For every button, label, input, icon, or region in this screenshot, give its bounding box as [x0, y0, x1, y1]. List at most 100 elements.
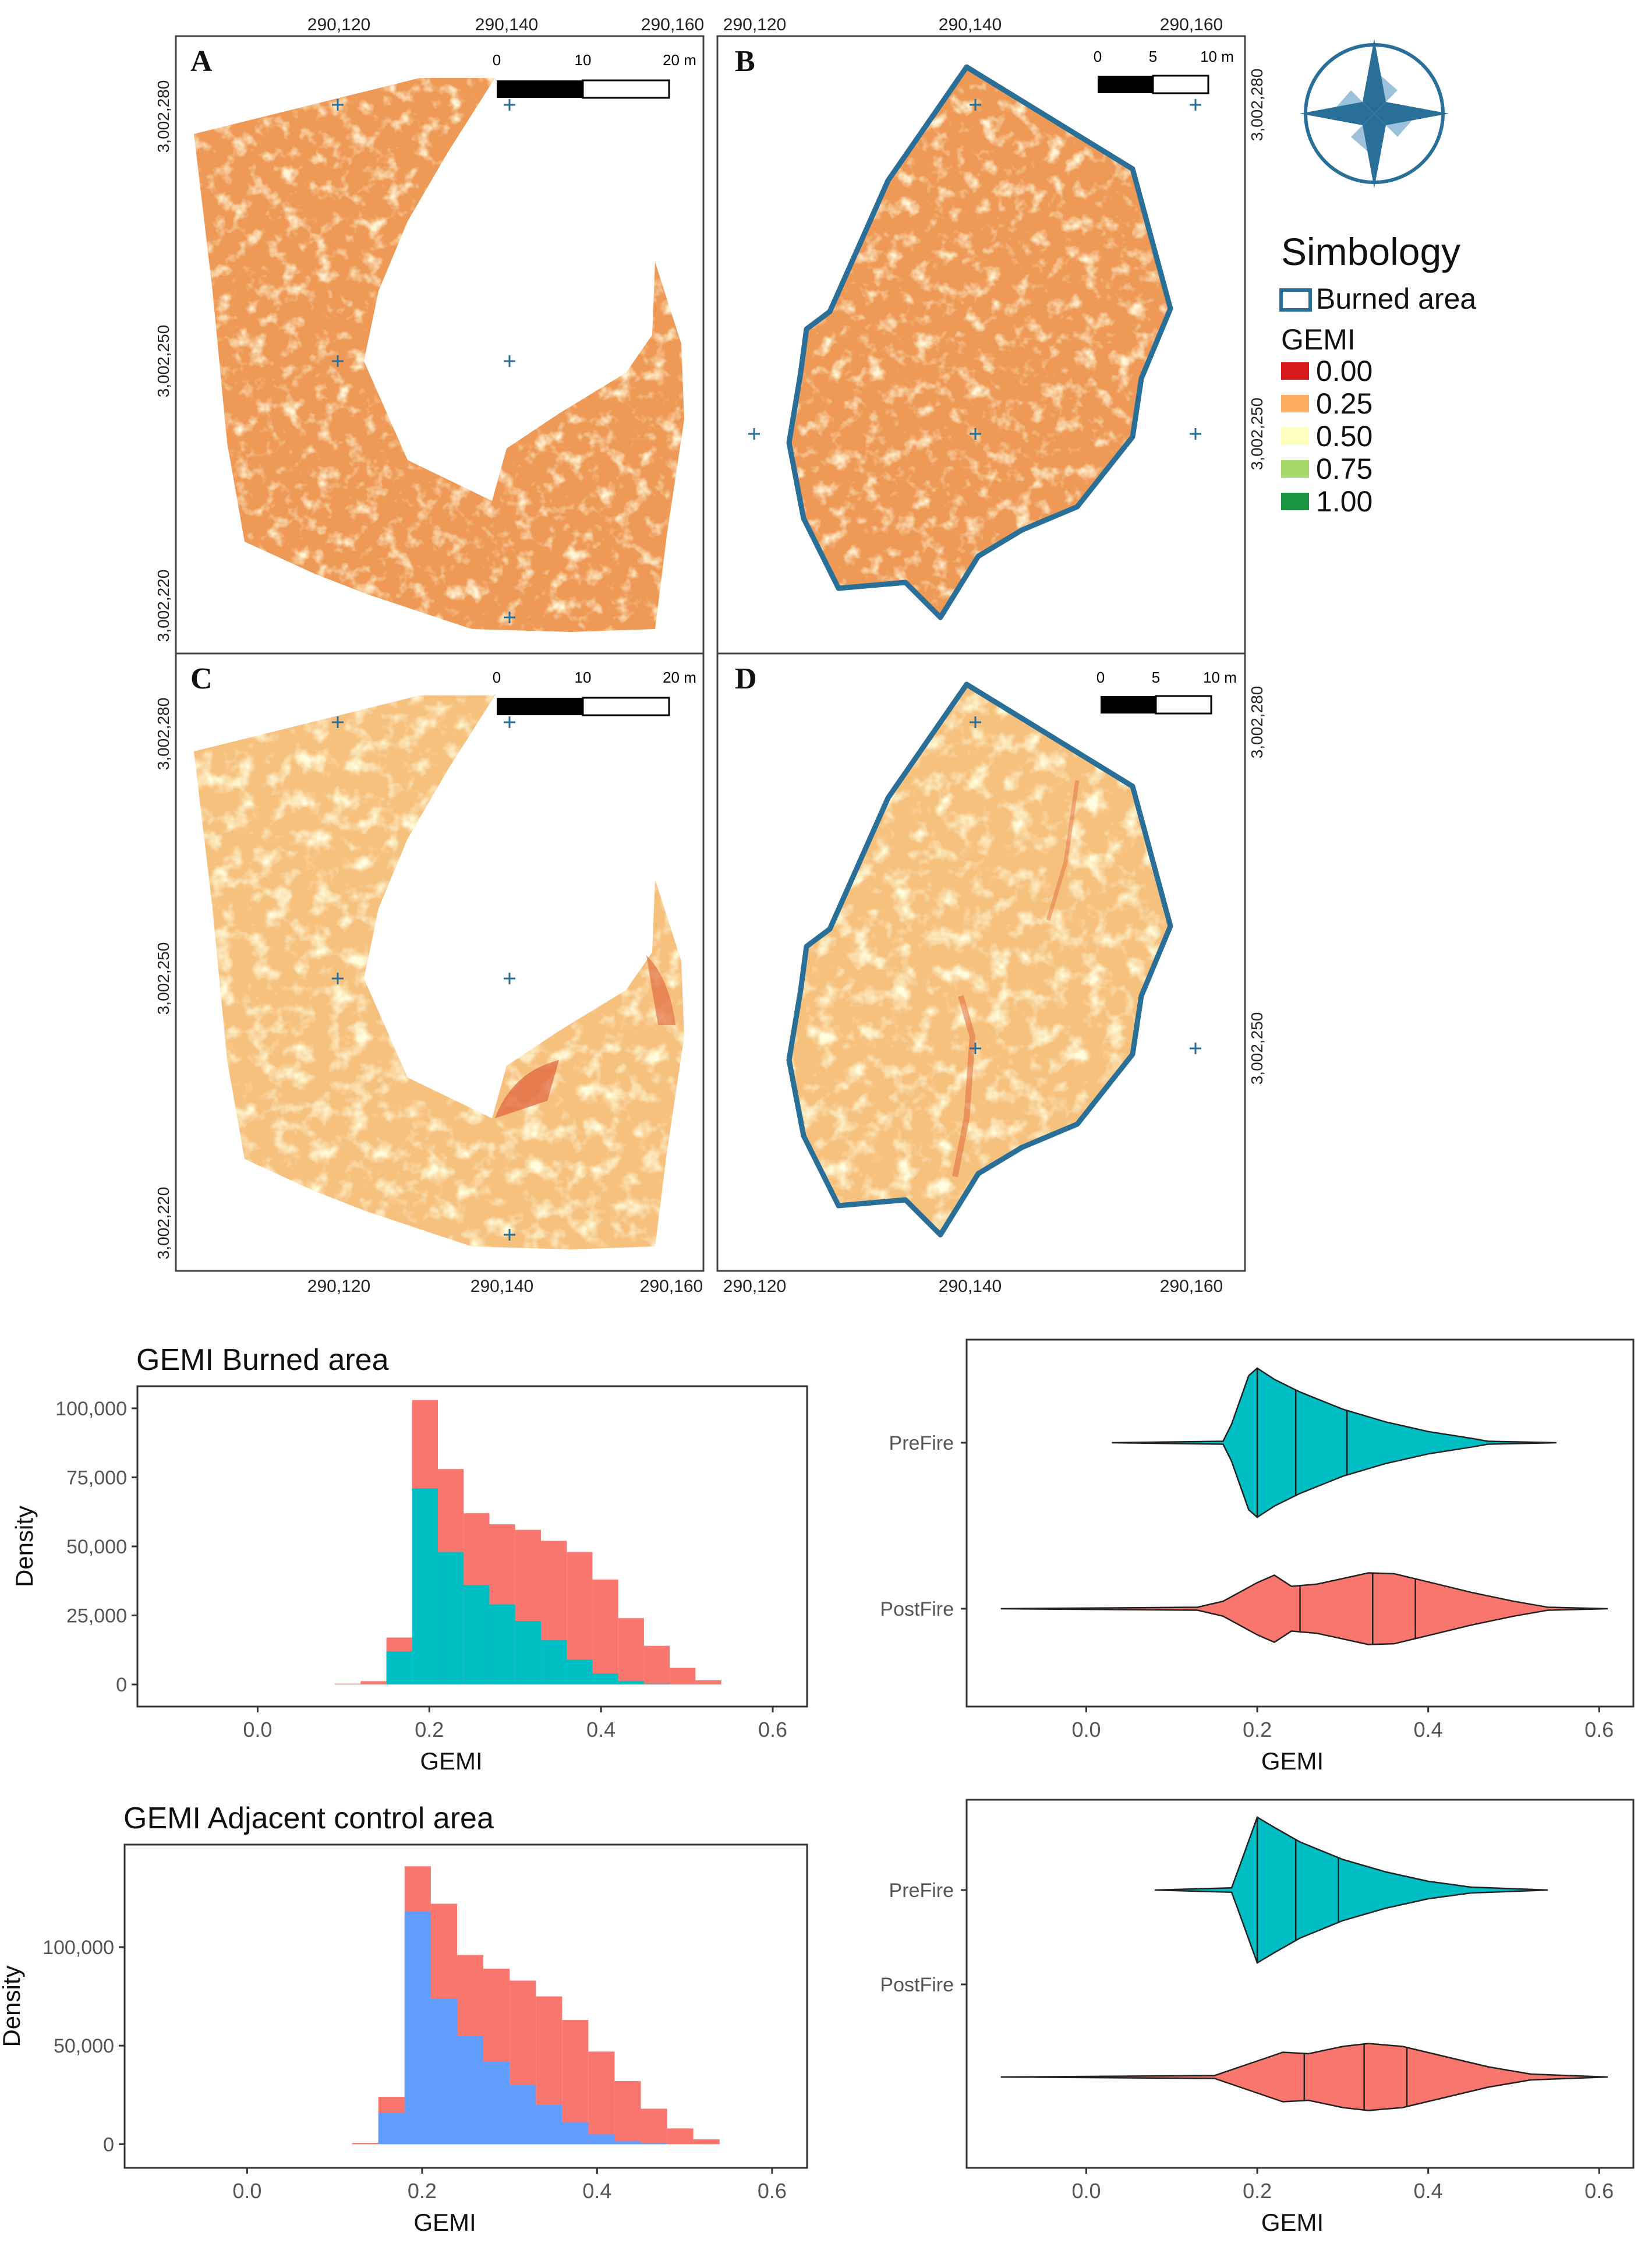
bar-prefire-5 — [464, 1585, 490, 1685]
bar-prefire-6 — [510, 2085, 536, 2145]
svg-text:3,002,250: 3,002,250 — [154, 942, 172, 1015]
svg-text:3,002,280: 3,002,280 — [1248, 69, 1266, 142]
bar-postfire-12 — [667, 2128, 694, 2145]
svg-text:5: 5 — [1152, 669, 1160, 686]
x-tick-label: 0.2 — [1243, 2179, 1272, 2203]
svg-text:290,140: 290,140 — [475, 15, 538, 34]
gemi-label-2: 0.50 — [1316, 420, 1372, 453]
bar-postfire-10 — [614, 2081, 641, 2145]
category-label-postfire: PostFire — [880, 1974, 954, 1996]
chart-title: GEMI Burned area — [136, 1343, 389, 1377]
x-tick-label: 0.6 — [758, 2179, 787, 2203]
gemi-swatch-3 — [1281, 460, 1309, 478]
bar-prefire-8 — [540, 1640, 567, 1685]
gemi-swatch-0 — [1281, 362, 1309, 380]
gemi-label-3: 0.75 — [1316, 453, 1372, 485]
bar-prefire-9 — [588, 2134, 615, 2145]
burned-area-outline-d — [786, 681, 1173, 1238]
y-tick-label: 100,000 — [43, 1937, 114, 1959]
svg-text:3,002,220: 3,002,220 — [154, 570, 172, 642]
svg-text:10 m: 10 m — [1203, 669, 1237, 686]
top-x-ticks: 290,120 290,140 290,160 290,120 290,140 … — [307, 15, 1223, 34]
gemi-label-0: 0.00 — [1316, 355, 1372, 387]
y-tick-label: 25,000 — [66, 1605, 127, 1627]
bar-prefire-3 — [412, 1488, 438, 1685]
bar-prefire-10 — [592, 1673, 618, 1685]
panel-label-a: A — [190, 45, 213, 78]
x-tick-label: 0.0 — [243, 1718, 272, 1742]
x-tick-label: 0.4 — [1414, 1718, 1443, 1742]
y-tick-label: 0 — [103, 2134, 114, 2156]
x-axis-label: GEMI — [1261, 2209, 1324, 2236]
bar-prefire-11 — [618, 1681, 644, 1685]
svg-text:290,120: 290,120 — [307, 15, 370, 34]
violin-1: PreFire PostFire 0.0 0.2 0.4 0.6 GEMI — [880, 1338, 1635, 1775]
svg-text:290,140: 290,140 — [939, 1277, 1002, 1296]
y-axis-label: Density — [0, 1965, 25, 2047]
x-axis-label: GEMI — [413, 2209, 476, 2236]
burned-area-label: Burned area — [1316, 282, 1476, 315]
svg-text:3,002,250: 3,002,250 — [154, 325, 172, 398]
svg-text:10: 10 — [575, 51, 592, 69]
bar-postfire-12 — [643, 1645, 670, 1685]
category-label-prefire: PreFire — [889, 1432, 954, 1454]
y-tick-label: 75,000 — [66, 1467, 127, 1489]
panel-frame-d — [716, 652, 1246, 1272]
gemi-swatches: 0.000.250.500.751.00 — [1281, 355, 1372, 518]
y-tick-label: 0 — [116, 1674, 127, 1696]
svg-text:0: 0 — [493, 51, 501, 69]
violin-postfire — [1000, 1572, 1608, 1645]
scale-bar-c: 0 10 20 m — [493, 669, 696, 716]
gemi-label-4: 1.00 — [1316, 485, 1372, 518]
svg-text:3,002,250: 3,002,250 — [1248, 398, 1266, 471]
x-tick-label: 0.6 — [1584, 2179, 1614, 2203]
bar-postfire-10 — [592, 1579, 618, 1685]
bar-postfire-0 — [352, 2143, 378, 2145]
category-label-prefire: PreFire — [889, 1880, 954, 1902]
svg-text:3,002,220: 3,002,220 — [154, 1187, 172, 1260]
map-d-raster — [786, 681, 1173, 1238]
bar-prefire-7 — [515, 1621, 541, 1685]
chart-title: GEMI Adjacent control area — [123, 1802, 494, 1835]
bar-prefire-4 — [438, 1552, 464, 1685]
svg-text:290,120: 290,120 — [307, 1277, 370, 1296]
x-tick-label: 0.4 — [586, 1718, 615, 1742]
bar-prefire-3 — [430, 1998, 457, 2145]
bar-prefire-5 — [483, 2061, 510, 2145]
svg-text:3,002,280: 3,002,280 — [154, 80, 172, 153]
y-axis-label: Density — [10, 1506, 38, 1587]
svg-text:20 m: 20 m — [663, 669, 696, 686]
legend: Simbology Burned area GEMI 0.000.250.500… — [1279, 230, 1476, 518]
svg-text:0: 0 — [1094, 48, 1102, 65]
compass-rose-icon — [1300, 39, 1449, 188]
bar-prefire-2 — [386, 1651, 412, 1685]
svg-text:290,120: 290,120 — [723, 1277, 786, 1296]
bar-prefire-6 — [489, 1604, 515, 1685]
scale-bar-b: 0 5 10 m — [1094, 48, 1234, 94]
scale-bar-a: 0 10 20 m — [493, 51, 696, 99]
y-ticks-right: 3,002,280 3,002,250 3,002,280 3,002,250 — [1248, 69, 1266, 1085]
bar-prefire-9 — [567, 1659, 593, 1685]
x-tick-label: 0.4 — [1414, 2179, 1443, 2203]
bar-postfire-1 — [360, 1681, 387, 1685]
scale-bar-d: 0 5 10 m — [1096, 669, 1237, 715]
panel-label-b: B — [735, 45, 755, 78]
violin-prefire — [1154, 1816, 1548, 1964]
svg-text:3,002,280: 3,002,280 — [1248, 686, 1266, 759]
x-axis-label: GEMI — [420, 1747, 482, 1775]
bar-postfire-11 — [641, 2108, 667, 2145]
x-tick-label: 0.4 — [582, 2179, 611, 2203]
x-axis-label: GEMI — [1261, 1747, 1324, 1775]
gemi-legend-title: GEMI — [1281, 323, 1356, 356]
histogram-0: GEMI Burned area 0.0 0.2 0.4 0.6 0 25,000 50,00… — [10, 1343, 808, 1775]
x-tick-label: 0.6 — [1584, 1718, 1614, 1742]
bar-prefire-11 — [641, 2143, 667, 2145]
map-a-raster — [194, 78, 684, 632]
grid-crosses — [332, 99, 1201, 1241]
burned-area-outline-b — [786, 64, 1173, 620]
svg-text:3,002,250: 3,002,250 — [1248, 1012, 1266, 1085]
panel-label-c: C — [190, 662, 213, 695]
x-tick-label: 0.2 — [1243, 1718, 1272, 1742]
gemi-swatch-1 — [1281, 395, 1309, 412]
gemi-label-1: 0.25 — [1316, 387, 1372, 420]
